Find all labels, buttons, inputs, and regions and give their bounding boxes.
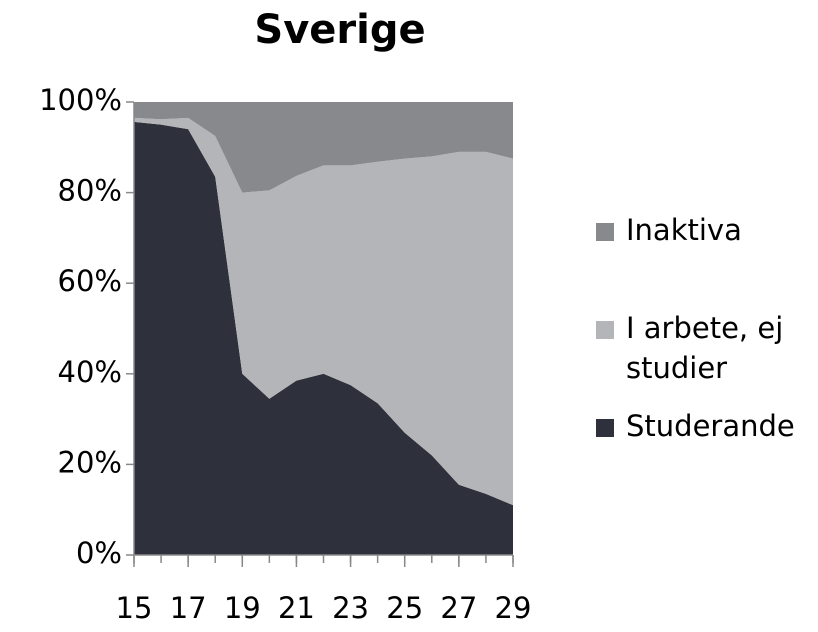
legend-label: I arbete, ej studier bbox=[626, 311, 784, 385]
x-tick-label: 21 bbox=[278, 591, 315, 625]
legend-label: Studerande bbox=[626, 409, 795, 443]
chart-title: Sverige bbox=[254, 7, 425, 53]
x-tick-label: 27 bbox=[440, 591, 477, 625]
legend-item: Inaktiva bbox=[596, 210, 796, 250]
area bbox=[134, 117, 513, 506]
legend-swatch bbox=[596, 419, 614, 437]
x-tick-label: 29 bbox=[495, 591, 532, 625]
legend-label: Inaktiva bbox=[626, 213, 742, 247]
y-tick-label: 80% bbox=[58, 174, 122, 208]
area bbox=[134, 102, 513, 193]
y-tick-label: 100% bbox=[39, 83, 122, 117]
x-tick-label: 23 bbox=[332, 591, 369, 625]
y-tick-label: 20% bbox=[58, 445, 122, 479]
x-tick-label: 25 bbox=[386, 591, 423, 625]
legend-item: Studerande bbox=[596, 406, 796, 446]
x-tick-label: 17 bbox=[170, 591, 207, 625]
x-tick-label: 15 bbox=[116, 591, 153, 625]
y-tick-label: 40% bbox=[58, 355, 122, 389]
legend-item: I arbete, ej studier bbox=[596, 308, 796, 388]
y-tick-label: 0% bbox=[76, 536, 122, 570]
legend-swatch bbox=[596, 223, 614, 241]
legend: Inaktiva I arbete, ej studier Studerande bbox=[596, 210, 796, 446]
legend-swatch bbox=[596, 321, 614, 339]
x-tick-label: 19 bbox=[224, 591, 261, 625]
y-tick-label: 60% bbox=[58, 264, 122, 298]
area bbox=[134, 121, 513, 555]
